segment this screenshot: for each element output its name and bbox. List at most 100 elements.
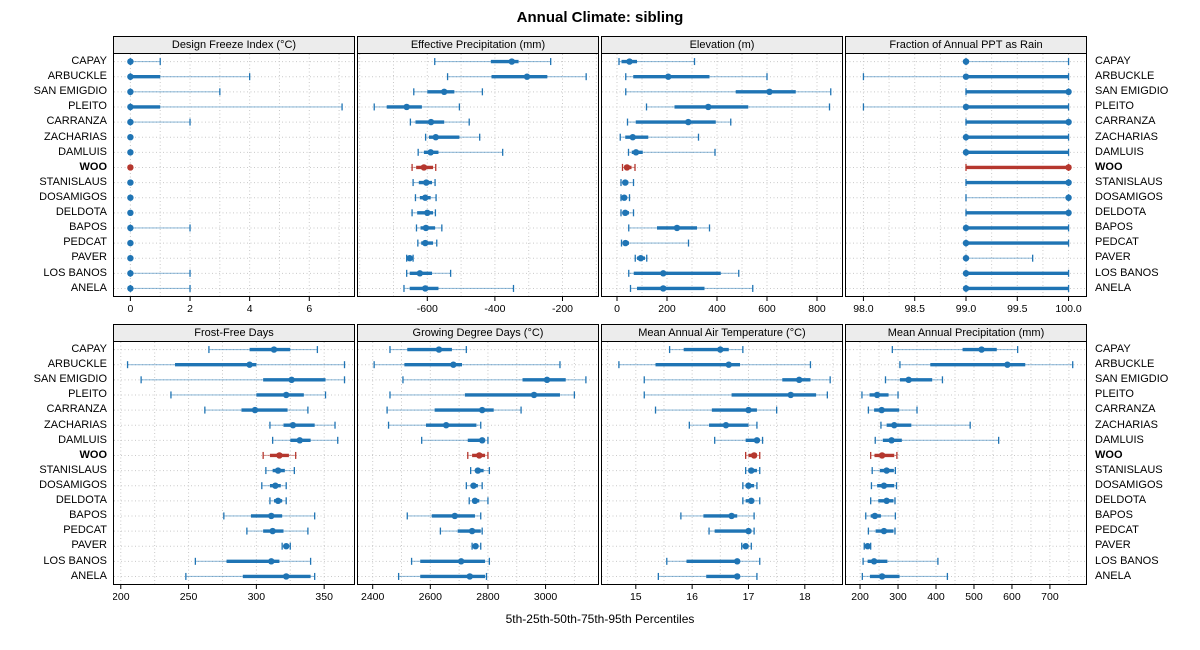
percentile-row (127, 164, 134, 171)
percentile-row (862, 103, 1070, 111)
site-label: DOSAMIGOS (39, 478, 107, 491)
panel: Mean Annual Precipitation (mm) 200 300 400… (845, 324, 1087, 603)
site-label: WOO (79, 160, 108, 173)
percentile-row (467, 451, 489, 459)
percentile-row (862, 557, 939, 565)
panel-strip-title: Elevation (m) (601, 36, 843, 54)
percentile-row (406, 254, 414, 262)
site-label: ARBUCKLE (1095, 358, 1155, 371)
percentile-row (414, 194, 437, 202)
panel-x-axis: -600 -400 -200 (417, 297, 573, 315)
percentile-row (741, 542, 752, 550)
site-label: ARBUCKLE (1095, 70, 1155, 83)
axis-tick-label: 600 (758, 303, 776, 315)
percentile-row (865, 512, 897, 520)
panel: Mean Annual Air Temperature (°C) 15 16 17 1… (601, 324, 843, 603)
site-label: LOS BANOS (1095, 266, 1159, 279)
axis-tick-label: 16 (686, 591, 698, 603)
axis-tick-label: -600 (417, 303, 438, 315)
percentile-row (899, 361, 1074, 369)
percentile-row (127, 133, 134, 141)
site-label: PLEITO (1095, 100, 1134, 113)
axis-tick-label: 17 (743, 591, 755, 603)
site-labels-left: CAPAY ARBUCKLE SAN EMIGDIO PLEITO CARRANZA ZA… (0, 324, 113, 584)
panel: Design Freeze Index (°C) 0 2 4 6 (113, 36, 355, 315)
percentile-row (406, 512, 482, 520)
panel-x-axis: 15 16 17 18 (630, 585, 811, 603)
site-labels-right: CAPAY ARBUCKLE SAN EMIGDIO PLEITO CARRANZA ZA… (1089, 36, 1200, 296)
axis-tick-label: 600 (1003, 591, 1021, 603)
percentile-row (465, 482, 483, 490)
percentile-row (446, 73, 587, 81)
panel-plot (357, 54, 599, 297)
panel-x-axis: 98.0 98.5 99.0 99.5 100.0 (853, 297, 1082, 315)
axis-tick-label: -200 (552, 303, 573, 315)
percentile-row (127, 269, 191, 277)
percentile-row (417, 148, 504, 156)
site-labels-right: CAPAY ARBUCKLE SAN EMIGDIO PLEITO CARRANZA ZA… (1089, 324, 1200, 584)
site-label: DOSAMIGOS (1095, 190, 1163, 203)
percentile-row (688, 421, 758, 429)
gridlines (358, 54, 598, 296)
percentile-row (389, 391, 576, 399)
site-label: ZACHARIAS (44, 130, 107, 143)
panel-x-axis: 200 250 300 350 (113, 585, 333, 603)
axis-tick-label: 18 (799, 591, 811, 603)
percentile-row (862, 73, 1070, 81)
percentile-row (620, 194, 631, 202)
panel-x-axis: 0 200 400 600 800 (614, 297, 826, 315)
percentile-row (406, 269, 452, 277)
panel-row-0: CAPAY ARBUCKLE SAN EMIGDIO PLEITO CARRANZA ZA… (0, 36, 1200, 315)
percentile-row (742, 497, 761, 505)
percentile-row (884, 376, 944, 384)
panel-strip-title: Mean Annual Air Temperature (°C) (601, 324, 843, 342)
panel-plot (601, 54, 843, 297)
site-label: PEDCAT (63, 524, 107, 537)
panel-plot (357, 342, 599, 585)
percentile-row (439, 527, 483, 535)
percentile-row (962, 284, 1070, 292)
site-label: ANELA (1095, 281, 1132, 294)
axis-tick-label: 98.5 (904, 303, 925, 315)
percentile-row (666, 557, 761, 565)
axis-tick-label: 400 (708, 303, 726, 315)
percentile-row (742, 482, 758, 490)
site-labels-left: CAPAY ARBUCKLE SAN EMIGDIO PLEITO CARRANZA ZA… (0, 36, 113, 296)
axis-tick-label: 250 (180, 591, 198, 603)
percentile-row (867, 527, 896, 535)
percentile-row (194, 557, 312, 565)
percentile-row (870, 482, 898, 490)
site-label: CAPAY (1095, 343, 1131, 355)
percentile-row (628, 224, 711, 232)
percentile-row (628, 269, 740, 277)
site-label: DAMLUIS (1095, 433, 1144, 446)
percentile-row (745, 467, 761, 475)
percentile-row (265, 467, 295, 475)
axis-tick-label: 0 (614, 303, 620, 315)
percentile-row (246, 527, 309, 535)
percentile-row (861, 391, 899, 399)
gridlines (846, 342, 1086, 584)
percentile-row (618, 58, 696, 66)
percentile-row (634, 254, 648, 262)
panel-strip-title: Mean Annual Precipitation (mm) (845, 324, 1087, 342)
site-label: SAN EMIGDIO (33, 373, 107, 386)
site-label: PEDCAT (1095, 236, 1139, 249)
panel-strip-title: Effective Precipitation (mm) (357, 36, 599, 54)
site-label: ZACHARIAS (44, 418, 107, 431)
percentile-row (870, 451, 898, 459)
percentile-row (962, 58, 1070, 66)
axis-tick-label: 2800 (476, 591, 500, 603)
percentile-row (708, 527, 755, 535)
percentile-row (962, 239, 1070, 247)
panel-plot (845, 54, 1087, 297)
percentile-row (127, 284, 191, 292)
percentile-row (126, 361, 346, 369)
axis-tick-label: 99.5 (1007, 303, 1028, 315)
percentile-row (409, 118, 470, 126)
percentile-row (412, 179, 436, 187)
percentile-row (965, 163, 1072, 171)
axis-tick-label: 100.0 (1055, 303, 1081, 315)
percentile-row (127, 58, 161, 66)
site-label: DELDOTA (55, 494, 107, 507)
